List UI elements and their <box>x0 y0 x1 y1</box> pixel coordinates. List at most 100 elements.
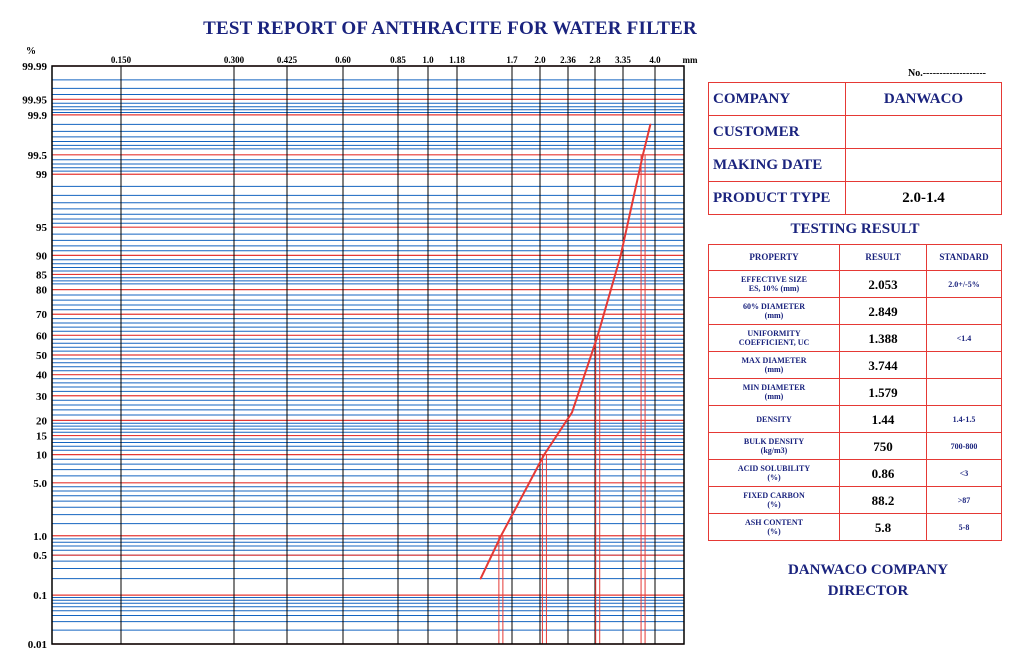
chart-markers <box>498 154 646 644</box>
result-value: 2.849 <box>839 297 927 325</box>
chart-series <box>479 123 652 580</box>
y-tick-labels: % 99.99 99.95 99.9 99.5 99 95 90 85 80 70 60 50 40 30 2… <box>22 46 47 651</box>
property-name: ACID SOLUBILITY <box>737 464 811 473</box>
y-tick-label: 90 <box>36 250 48 262</box>
property-unit: (kg/m3) <box>760 446 788 455</box>
report-title: TEST REPORT OF ANTHRACITE FOR WATER FILT… <box>203 18 697 39</box>
curve-point <box>513 510 515 513</box>
sieve-chart: 0.150 0.300 0.425 0.60 0.85 1.0 1.18 1.7 2.0 2.36… <box>22 46 698 651</box>
testing-result-title: TESTING RESULT <box>790 221 920 237</box>
x-tick-label: 0.150 <box>111 55 132 65</box>
y-tick-label: 99.5 <box>28 150 48 162</box>
property-name: MAX DIAMETER <box>741 356 807 365</box>
y-tick-label: 5.0 <box>33 478 47 490</box>
x-tick-label: 2.8 <box>589 55 601 65</box>
y-tick-label: 99 <box>36 169 48 181</box>
info-table: COMPANY DANWACO CUSTOMER MAKING DATE PRO… <box>708 82 1002 215</box>
info-label: PRODUCT TYPE <box>708 181 846 215</box>
property-unit: (mm) <box>764 365 784 374</box>
curve-point <box>571 411 573 414</box>
header-property: PROPERTY <box>708 244 840 271</box>
info-row: CUSTOMER <box>708 115 1002 149</box>
header-result: RESULT <box>839 244 927 271</box>
header-standard: STANDARD <box>926 244 1002 271</box>
x-tick-label: 2.36 <box>560 55 576 65</box>
curve-point <box>642 154 644 156</box>
property-name: DENSITY <box>756 414 792 424</box>
standard-value: 5-8 <box>926 513 1002 541</box>
standard-value: 2.0+/-5% <box>926 270 1002 298</box>
property-name: EFFECTIVE SIZE <box>740 275 808 284</box>
curve-point <box>596 334 599 337</box>
result-row: DENSITY 1.44 1.4-1.5 <box>708 405 1002 433</box>
x-unit-label: mm <box>683 55 698 65</box>
info-label: CUSTOMER <box>708 115 846 149</box>
info-label: MAKING DATE <box>708 148 846 182</box>
y-tick-label: 40 <box>36 370 48 382</box>
y-tick-label: 80 <box>36 285 48 297</box>
y-tick-label: 60 <box>36 330 48 342</box>
y-tick-label: 95 <box>36 222 48 234</box>
property-name: UNIFORMITY <box>747 329 801 338</box>
info-label: COMPANY <box>708 82 846 116</box>
info-value <box>845 148 1002 182</box>
x-tick-label: 2.0 <box>534 55 546 65</box>
curve-point <box>619 254 622 257</box>
x-tick-label: 0.85 <box>390 55 406 65</box>
results-header-row: PROPERTY RESULT STANDARD <box>708 244 1002 271</box>
x-tick-label: 1.7 <box>506 55 518 65</box>
result-row: MIN DIAMETER (mm) 1.579 <box>708 378 1002 406</box>
y-tick-label: 99.95 <box>22 94 47 106</box>
x-tick-label: 1.0 <box>422 55 434 65</box>
x-tick-label: 0.425 <box>277 55 298 65</box>
result-row: ASH CONTENT (%) 5.8 5-8 <box>708 513 1002 541</box>
property-name: BULK DENSITY <box>743 437 805 446</box>
y-tick-label: 99.9 <box>28 110 48 122</box>
result-row: UNIFORMITY COEFFICIENT, UC 1.388 <1.4 <box>708 324 1002 352</box>
curve-point <box>479 577 482 580</box>
curve-point <box>543 453 545 456</box>
result-value: 1.388 <box>839 324 927 352</box>
y-unit-label: % <box>26 46 36 57</box>
property-unit: (mm) <box>764 311 784 320</box>
result-row: EFFECTIVE SIZE ES, 10% (mm) 2.053 2.0+/-5% <box>708 270 1002 298</box>
x-tick-label: 4.0 <box>649 55 661 65</box>
info-row: PRODUCT TYPE 2.0-1.4 <box>708 181 1002 215</box>
property-name: MIN DIAMETER <box>742 383 806 392</box>
result-value: 0.86 <box>839 459 927 487</box>
standard-value: 1.4-1.5 <box>926 405 1002 433</box>
y-tick-label: 99.99 <box>22 61 47 73</box>
result-row: ACID SOLUBILITY (%) 0.86 <3 <box>708 459 1002 487</box>
y-tick-label: 0.5 <box>33 550 47 562</box>
y-tick-label: 50 <box>36 350 48 362</box>
standard-value: <1.4 <box>926 324 1002 352</box>
standard-value <box>926 378 1002 406</box>
y-tick-label: 20 <box>36 415 48 427</box>
signature-block: DANWACO COMPANY DIRECTOR <box>708 560 1024 602</box>
x-tick-label: 1.18 <box>449 55 465 65</box>
result-row: BULK DENSITY (kg/m3) 750 700-800 <box>708 432 1002 460</box>
property-name: ASH CONTENT <box>744 518 803 527</box>
standard-value <box>926 297 1002 325</box>
property-unit: (%) <box>767 527 781 536</box>
y-tick-label: 85 <box>36 269 48 281</box>
info-value: 2.0-1.4 <box>845 181 1002 215</box>
result-value: 2.053 <box>839 270 927 298</box>
standard-value: >87 <box>926 486 1002 514</box>
property-name: FIXED CARBON <box>743 491 805 500</box>
standard-value: <3 <box>926 459 1002 487</box>
result-value: 3.744 <box>839 351 927 379</box>
y-tick-label: 30 <box>36 391 48 403</box>
property-unit: COEFFICIENT, UC <box>738 338 810 347</box>
x-tick-label: 3.35 <box>615 55 631 65</box>
result-row: FIXED CARBON (%) 88.2 >87 <box>708 486 1002 514</box>
x-tick-labels: 0.150 0.300 0.425 0.60 0.85 1.0 1.18 1.7 2.0 2.36… <box>111 55 698 65</box>
chart-grid <box>51 65 685 645</box>
property-name: 60% DIAMETER <box>742 302 805 311</box>
result-value: 88.2 <box>839 486 927 514</box>
property-unit: (mm) <box>764 392 784 401</box>
signature-title: DIRECTOR <box>827 583 909 599</box>
signature-company: DANWACO COMPANY <box>787 562 949 578</box>
result-value: 5.8 <box>839 513 927 541</box>
info-row: COMPANY DANWACO <box>708 82 1002 116</box>
